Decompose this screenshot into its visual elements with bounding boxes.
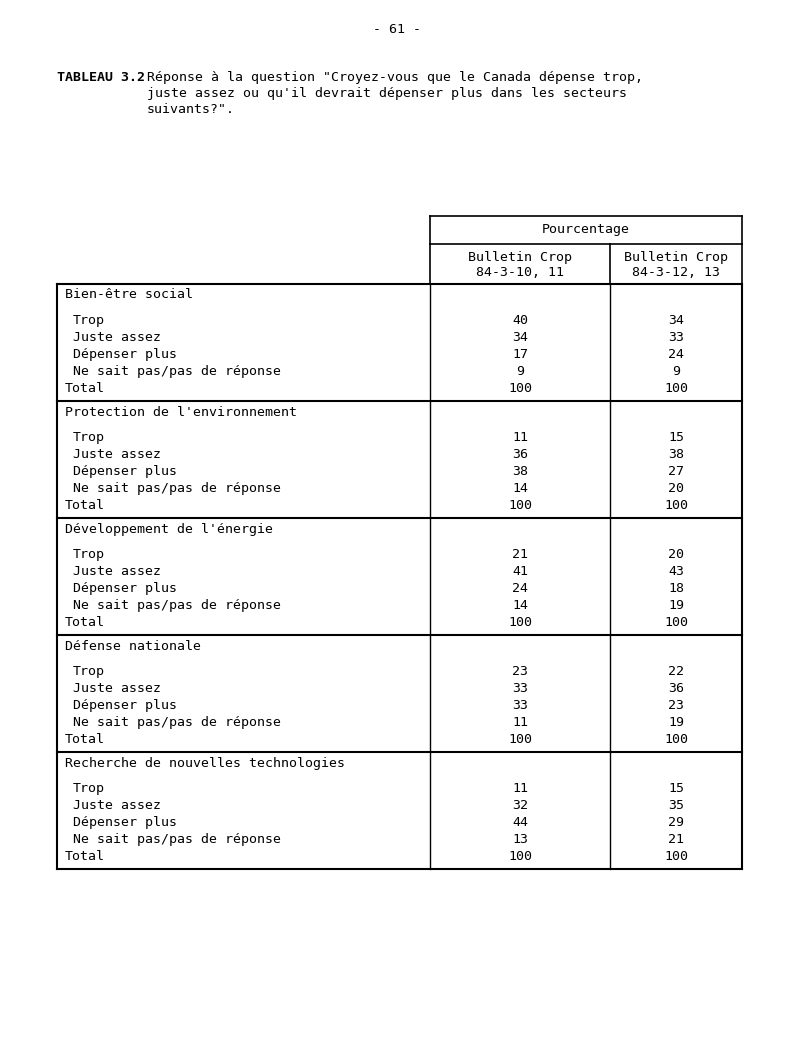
Text: 22: 22 bbox=[668, 665, 684, 678]
Text: 100: 100 bbox=[664, 382, 688, 395]
Text: Total: Total bbox=[65, 382, 105, 395]
Text: Trop: Trop bbox=[73, 665, 105, 678]
Text: 34: 34 bbox=[512, 331, 528, 344]
Text: 11: 11 bbox=[512, 716, 528, 729]
Text: Recherche de nouvelles technologies: Recherche de nouvelles technologies bbox=[65, 756, 345, 770]
Text: Développement de l'énergie: Développement de l'énergie bbox=[65, 523, 273, 535]
Text: Dépenser plus: Dépenser plus bbox=[73, 699, 177, 712]
Text: 100: 100 bbox=[508, 733, 532, 746]
Text: Total: Total bbox=[65, 850, 105, 863]
Text: 100: 100 bbox=[664, 616, 688, 629]
Text: 24: 24 bbox=[512, 582, 528, 595]
Text: Trop: Trop bbox=[73, 782, 105, 795]
Text: 38: 38 bbox=[668, 448, 684, 461]
Text: 41: 41 bbox=[512, 565, 528, 578]
Text: Trop: Trop bbox=[73, 314, 105, 327]
Text: 38: 38 bbox=[512, 465, 528, 478]
Text: Bulletin Crop: Bulletin Crop bbox=[468, 250, 572, 264]
Text: 29: 29 bbox=[668, 816, 684, 829]
Text: 14: 14 bbox=[512, 482, 528, 495]
Text: 13: 13 bbox=[512, 833, 528, 846]
Text: Bien-être social: Bien-être social bbox=[65, 288, 193, 302]
Text: Dépenser plus: Dépenser plus bbox=[73, 465, 177, 478]
Text: 100: 100 bbox=[508, 850, 532, 863]
Text: 33: 33 bbox=[668, 331, 684, 344]
Text: 15: 15 bbox=[668, 431, 684, 444]
Text: Réponse à la question "Croyez-vous que le Canada dépense trop,: Réponse à la question "Croyez-vous que l… bbox=[147, 71, 643, 84]
Text: Ne sait pas/pas de réponse: Ne sait pas/pas de réponse bbox=[73, 482, 281, 495]
Text: Juste assez: Juste assez bbox=[73, 448, 161, 461]
Text: 20: 20 bbox=[668, 548, 684, 561]
Text: 19: 19 bbox=[668, 716, 684, 729]
Text: 43: 43 bbox=[668, 565, 684, 578]
Text: Dépenser plus: Dépenser plus bbox=[73, 582, 177, 595]
Text: 40: 40 bbox=[512, 314, 528, 327]
Text: 34: 34 bbox=[668, 314, 684, 327]
Text: 33: 33 bbox=[512, 699, 528, 712]
Text: 27: 27 bbox=[668, 465, 684, 478]
Text: 21: 21 bbox=[512, 548, 528, 561]
Text: 36: 36 bbox=[512, 448, 528, 461]
Text: Protection de l'environnement: Protection de l'environnement bbox=[65, 406, 297, 418]
Text: 100: 100 bbox=[664, 499, 688, 512]
Text: Dépenser plus: Dépenser plus bbox=[73, 348, 177, 361]
Text: Ne sait pas/pas de réponse: Ne sait pas/pas de réponse bbox=[73, 365, 281, 378]
Text: 17: 17 bbox=[512, 348, 528, 361]
Text: Bulletin Crop: Bulletin Crop bbox=[624, 250, 728, 264]
Text: Ne sait pas/pas de réponse: Ne sait pas/pas de réponse bbox=[73, 833, 281, 846]
Text: 9: 9 bbox=[516, 365, 524, 378]
Text: TABLEAU 3.2: TABLEAU 3.2 bbox=[57, 71, 145, 84]
Text: 100: 100 bbox=[664, 733, 688, 746]
Text: 11: 11 bbox=[512, 782, 528, 795]
Text: 35: 35 bbox=[668, 799, 684, 812]
Text: 21: 21 bbox=[668, 833, 684, 846]
Text: 23: 23 bbox=[512, 665, 528, 678]
Text: Ne sait pas/pas de réponse: Ne sait pas/pas de réponse bbox=[73, 599, 281, 612]
Text: 9: 9 bbox=[672, 365, 680, 378]
Text: juste assez ou qu'il devrait dépenser plus dans les secteurs: juste assez ou qu'il devrait dépenser pl… bbox=[147, 87, 627, 100]
Text: Total: Total bbox=[65, 733, 105, 746]
Text: - 61 -: - 61 - bbox=[373, 23, 421, 36]
Text: 33: 33 bbox=[512, 682, 528, 695]
Text: 24: 24 bbox=[668, 348, 684, 361]
Text: Trop: Trop bbox=[73, 431, 105, 444]
Text: 18: 18 bbox=[668, 582, 684, 595]
Text: 100: 100 bbox=[508, 499, 532, 512]
Text: Dépenser plus: Dépenser plus bbox=[73, 816, 177, 829]
Text: Ne sait pas/pas de réponse: Ne sait pas/pas de réponse bbox=[73, 716, 281, 729]
Text: suivants?".: suivants?". bbox=[147, 103, 235, 116]
Text: Défense nationale: Défense nationale bbox=[65, 640, 201, 653]
Text: Juste assez: Juste assez bbox=[73, 565, 161, 578]
Text: Trop: Trop bbox=[73, 548, 105, 561]
Text: Total: Total bbox=[65, 616, 105, 629]
Text: 20: 20 bbox=[668, 482, 684, 495]
Text: 100: 100 bbox=[508, 616, 532, 629]
Text: Pourcentage: Pourcentage bbox=[542, 224, 630, 237]
Text: Juste assez: Juste assez bbox=[73, 799, 161, 812]
Text: 11: 11 bbox=[512, 431, 528, 444]
Text: 100: 100 bbox=[664, 850, 688, 863]
Text: 14: 14 bbox=[512, 599, 528, 612]
Text: 84-3-10, 11: 84-3-10, 11 bbox=[476, 266, 564, 280]
Text: Juste assez: Juste assez bbox=[73, 331, 161, 344]
Text: Total: Total bbox=[65, 499, 105, 512]
Text: 100: 100 bbox=[508, 382, 532, 395]
Text: Juste assez: Juste assez bbox=[73, 682, 161, 695]
Text: 15: 15 bbox=[668, 782, 684, 795]
Text: 44: 44 bbox=[512, 816, 528, 829]
Text: 23: 23 bbox=[668, 699, 684, 712]
Text: 32: 32 bbox=[512, 799, 528, 812]
Text: 19: 19 bbox=[668, 599, 684, 612]
Text: 36: 36 bbox=[668, 682, 684, 695]
Text: 84-3-12, 13: 84-3-12, 13 bbox=[632, 266, 720, 280]
